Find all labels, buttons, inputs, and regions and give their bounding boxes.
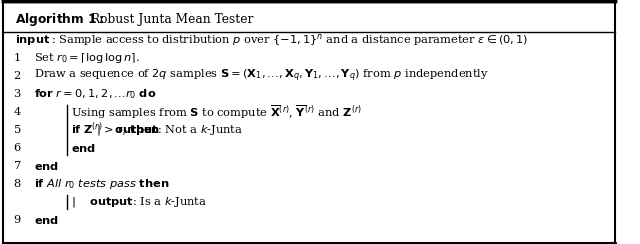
Text: 2: 2 xyxy=(13,71,21,81)
Text: 1: 1 xyxy=(13,53,21,63)
Text: Robust Junta Mean Tester: Robust Junta Mean Tester xyxy=(92,13,254,26)
Text: $|$    $\mathbf{output}$: Not a $k$-Junta: $|$ $\mathbf{output}$: Not a $k$-Junta xyxy=(96,123,243,137)
Text: $|$    $\mathbf{output}$: Is a $k$-Junta: $|$ $\mathbf{output}$: Is a $k$-Junta xyxy=(71,195,207,209)
Text: 5: 5 xyxy=(13,125,21,135)
Text: $\mathbf{input}$: $\mathbf{input}$ xyxy=(15,33,51,47)
Text: $\mathbf{if}$ $\mathit{All}$ $\mathit{r_0}$ $\mathit{tests}$ $\mathit{pass}$ $\m: $\mathbf{if}$ $\mathit{All}$ $\mathit{r_… xyxy=(34,177,170,191)
Text: $\mathbf{end}$: $\mathbf{end}$ xyxy=(71,142,96,154)
Text: 9: 9 xyxy=(13,215,21,225)
Text: $\mathbf{end}$: $\mathbf{end}$ xyxy=(34,214,59,226)
Text: $\mathbf{end}$: $\mathbf{end}$ xyxy=(34,160,59,172)
Text: Set $r_0 = \lceil \log \log n \rceil$.: Set $r_0 = \lceil \log \log n \rceil$. xyxy=(34,51,140,65)
Text: Draw a sequence of $2q$ samples $\mathbf{S} = (\mathbf{X}_1,\ldots,\mathbf{X}_q,: Draw a sequence of $2q$ samples $\mathbf… xyxy=(34,68,489,84)
Text: 6: 6 xyxy=(13,143,21,153)
Text: 3: 3 xyxy=(13,89,21,99)
Text: 7: 7 xyxy=(13,161,21,171)
Text: 4: 4 xyxy=(13,107,21,117)
Text: $\mathbf{if}$ $\mathbf{Z}^{(r)} > \tau_r$ $\mathbf{then}$: $\mathbf{if}$ $\mathbf{Z}^{(r)} > \tau_r… xyxy=(71,121,160,139)
Text: : Sample access to distribution $p$ over $\{-1,1\}^n$ and a distance parameter $: : Sample access to distribution $p$ over… xyxy=(51,32,528,48)
Text: $\mathbf{Algorithm\ 1:}$: $\mathbf{Algorithm\ 1:}$ xyxy=(15,11,104,28)
Text: Using samples from $\mathbf{S}$ to compute $\overline{\mathbf{X}}^{(r)}$, $\over: Using samples from $\mathbf{S}$ to compu… xyxy=(71,103,362,121)
Text: $\mathbf{for}$ $r = 0, 1, 2, \ldots r_0$ $\mathbf{do}$: $\mathbf{for}$ $r = 0, 1, 2, \ldots r_0$… xyxy=(34,87,156,101)
Text: 8: 8 xyxy=(13,179,21,189)
